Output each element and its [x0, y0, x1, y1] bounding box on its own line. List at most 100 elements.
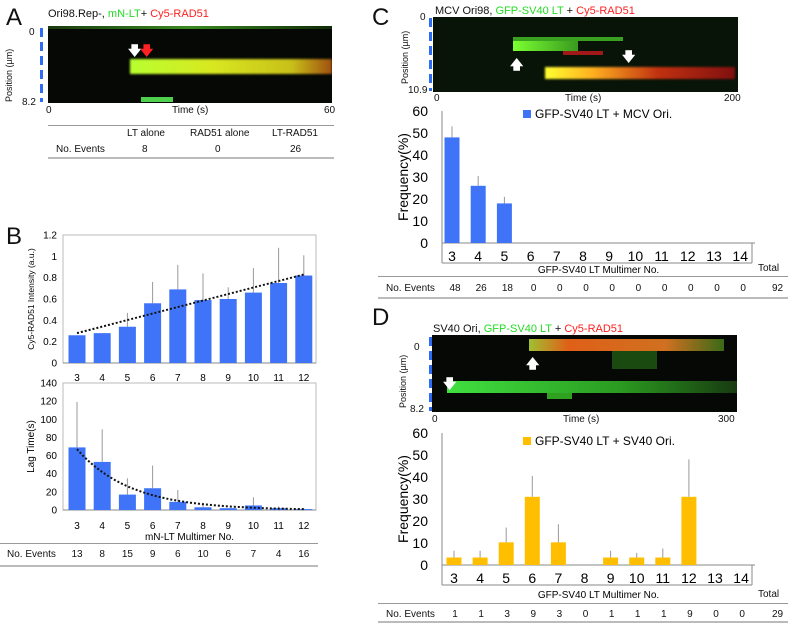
y-tick-label: 140 — [40, 379, 57, 390]
table-cell: 13 — [71, 549, 83, 560]
legend-swatch — [523, 437, 531, 445]
bar-9 — [219, 508, 237, 510]
bar-5 — [498, 542, 514, 565]
x-axis-label: Time (s) — [565, 93, 602, 104]
y-tick-label: 40 — [46, 469, 58, 480]
kymograph-d — [432, 335, 737, 412]
x-tick-label: 14 — [732, 248, 748, 264]
bar-6 — [524, 496, 540, 565]
x-tick-label: 6 — [150, 521, 156, 532]
x-tick-label: 3 — [74, 373, 80, 384]
x-tick-label: 3 — [74, 521, 80, 532]
title-red: Cy5-RAD51 — [564, 323, 624, 335]
x-tick-label: 12 — [298, 373, 310, 384]
x-tick-label: 13 — [707, 570, 723, 586]
x-tick-label: 9 — [225, 373, 231, 384]
row-label: No. Events — [56, 144, 105, 155]
y-tick-label: 0 — [420, 235, 428, 251]
table-cell: 0 — [635, 283, 642, 294]
x-tick-label: 4 — [99, 521, 105, 532]
title-text: + — [551, 323, 565, 335]
title-text: SV40 Ori, — [433, 323, 484, 335]
table-cell: 26 — [290, 144, 302, 155]
y-tick-label: 20 — [412, 513, 428, 529]
x-tick-label: 11 — [273, 521, 284, 532]
table-cell: 8 — [99, 549, 105, 560]
x-tick-label: 8 — [581, 570, 589, 586]
bar-4 — [93, 461, 111, 510]
x-tick-label: 9 — [225, 521, 231, 532]
legend-swatch — [523, 110, 531, 118]
x-axis-title: GFP-SV40 LT Multimer No. — [538, 590, 659, 601]
x-tick-label: 5 — [125, 373, 131, 384]
x-tick-label: 7 — [175, 373, 181, 384]
y-top-label: 0 — [29, 27, 35, 38]
table-cell: 15 — [121, 549, 133, 560]
row-label: No. Events — [7, 549, 56, 560]
table-cell: 0 — [713, 609, 719, 620]
x-tick-label: 6 — [150, 373, 156, 384]
bar-4 — [472, 557, 488, 565]
bar-4 — [93, 333, 111, 363]
x-tick-label: 8 — [200, 521, 206, 532]
panel-label-c: C — [372, 4, 390, 31]
table-rule — [48, 157, 334, 159]
x-end-label: 300 — [718, 414, 735, 425]
bar-10 — [244, 292, 262, 363]
title-red: Cy5-RAD51 — [576, 5, 635, 17]
bar-12 — [681, 496, 697, 565]
title-text: + — [563, 5, 577, 17]
x-end-label: 60 — [324, 105, 336, 116]
x-tick-label: 10 — [629, 570, 645, 586]
table-cell: 16 — [298, 549, 310, 560]
table-cell: 1 — [478, 609, 484, 620]
arrow-down-red-icon: 🡇 — [140, 43, 154, 58]
x-tick-label: 12 — [680, 248, 696, 264]
x-tick-label: 10 — [628, 248, 644, 264]
y-top-label: 0 — [414, 342, 420, 353]
table-cell: 9 — [149, 549, 156, 560]
panel-d-title: SV40 Ori, GFP-SV40 LT + Cy5-RAD51 — [433, 323, 623, 335]
kymograph-c — [433, 17, 738, 92]
arrow-down-white-icon: 🡇 — [622, 49, 636, 64]
y-tick-label: 60 — [46, 451, 58, 462]
bar-9 — [219, 299, 237, 363]
table-cell: 0 — [740, 283, 746, 294]
x-axis-title: GFP-SV40 LT Multimer No. — [538, 265, 659, 276]
bar-10 — [629, 557, 645, 565]
table-rule — [48, 125, 334, 126]
table-cell: 3 — [504, 609, 510, 620]
table-rule — [378, 276, 788, 277]
x-tick-label: 6 — [528, 570, 536, 586]
y-tick-label: 1.2 — [43, 231, 57, 242]
x-tick-label: 12 — [298, 521, 310, 532]
y-tick-label: 10 — [412, 213, 428, 229]
x-tick-label: 5 — [501, 248, 509, 264]
x-tick-label: 11 — [654, 248, 669, 264]
bar-12 — [295, 275, 313, 363]
total-value: 92 — [772, 283, 784, 294]
y-bottom-label: 10.9 — [408, 85, 428, 96]
title-green: mN-LT — [107, 8, 141, 20]
y-top-label: 0 — [420, 12, 426, 23]
title-text: MCV Ori98, — [435, 5, 496, 17]
col-header: LT alone — [127, 128, 165, 139]
x-tick-label: 14 — [733, 570, 749, 586]
title-green: GFP-SV40 LT — [495, 5, 564, 17]
bar-3 — [444, 137, 460, 243]
kymograph-a — [48, 26, 332, 103]
x-tick-label: 7 — [555, 570, 563, 586]
bar-7 — [169, 289, 187, 363]
total-header: Total — [758, 589, 780, 600]
bar-4 — [470, 185, 486, 243]
y-axis-title: Cy5-RAD51 Intensity (a.u.) — [26, 248, 36, 350]
y-tick-label: 0.8 — [43, 273, 57, 284]
table-cell: 26 — [475, 283, 487, 294]
bar-7 — [169, 501, 187, 510]
x-tick-label: 4 — [476, 570, 484, 586]
bar-5 — [496, 203, 512, 243]
table-rule — [378, 621, 788, 623]
y-axis-title: Lag Time(s) — [26, 420, 37, 473]
table-cell: 1 — [634, 609, 641, 620]
